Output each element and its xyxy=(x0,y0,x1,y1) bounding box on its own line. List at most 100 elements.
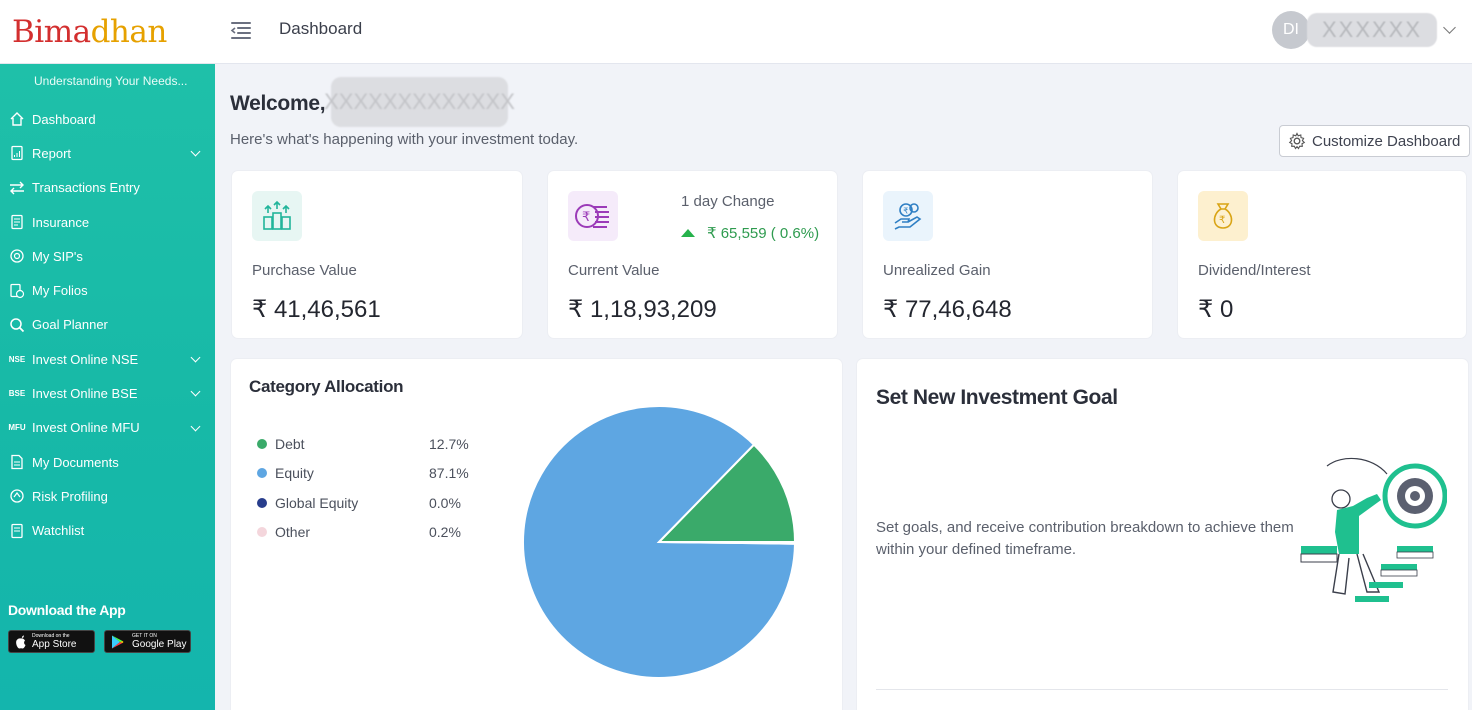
home-icon xyxy=(8,110,26,128)
chevron-down-icon[interactable] xyxy=(1443,20,1456,34)
svg-text:₹: ₹ xyxy=(903,207,908,216)
customize-dashboard-button[interactable]: Customize Dashboard xyxy=(1279,125,1470,157)
current-value-amount: ₹ 1,18,93,209 xyxy=(568,296,717,323)
unrealized-gain-amount: ₹ 77,46,648 xyxy=(883,296,1012,323)
google-play-badge[interactable]: GET IT ON Google Play xyxy=(104,630,191,653)
purchase-value-card: Purchase Value ₹ 41,46,561 xyxy=(232,171,522,338)
dividend-interest-label: Dividend/Interest xyxy=(1198,262,1311,279)
sidebar-item-invest-bse[interactable]: BSE Invest Online BSE xyxy=(0,376,215,410)
legend-label: Debt xyxy=(275,435,305,452)
current-value-label: Current Value xyxy=(568,262,660,279)
sidebar-item-label: My Documents xyxy=(32,454,119,470)
purchase-value-amount: ₹ 41,46,561 xyxy=(252,296,381,323)
unrealized-gain-card: ₹ Unrealized Gain ₹ 77,46,648 xyxy=(863,171,1152,338)
download-app-title: Download the App xyxy=(8,602,126,618)
bimadhan-logo[interactable]: Bimadhan xyxy=(12,14,167,50)
avatar[interactable]: DI xyxy=(1272,11,1310,49)
bse-icon: BSE xyxy=(8,389,26,399)
welcome-subtitle: Here's what's happening with your invest… xyxy=(230,131,579,148)
legend-item-other[interactable]: Other 0.2% xyxy=(257,518,497,548)
report-icon xyxy=(8,144,26,162)
transfer-icon xyxy=(8,179,26,197)
sidebar-item-label: Watchlist xyxy=(32,523,85,539)
sidebar-item-label: Risk Profiling xyxy=(32,488,108,504)
goal-description: Set goals, and receive contribution brea… xyxy=(876,519,1294,558)
page-title: Dashboard xyxy=(279,19,363,38)
nse-icon: NSE xyxy=(8,354,26,364)
divider xyxy=(876,689,1448,690)
sidebar-item-risk-profiling[interactable]: Risk Profiling xyxy=(0,479,215,513)
coins-icon: ₹ xyxy=(568,191,618,241)
sidebar-item-label: My Folios xyxy=(32,283,88,299)
legend-value: 0.2% xyxy=(429,524,461,541)
pie-slice-other[interactable] xyxy=(658,541,797,545)
legend-value: 12.7% xyxy=(429,435,469,452)
google-play-icon xyxy=(112,635,124,648)
pie-slice-debt[interactable] xyxy=(656,443,797,543)
app-store-small-text: Download on the xyxy=(32,633,70,639)
svg-text:₹: ₹ xyxy=(582,210,590,225)
sidebar-item-report[interactable]: Report xyxy=(0,136,215,170)
svg-text:₹: ₹ xyxy=(1219,215,1225,226)
allocation-pie-chart[interactable] xyxy=(521,404,797,680)
legend-item-debt[interactable]: Debt 12.7% xyxy=(257,429,497,459)
sidebar-item-label: Invest Online MFU xyxy=(32,420,140,436)
sip-icon xyxy=(8,247,26,265)
legend-label: Global Equity xyxy=(275,494,359,511)
goal-search-icon xyxy=(8,316,26,334)
apple-icon xyxy=(16,635,26,648)
legend-value: 87.1% xyxy=(429,465,469,482)
sidebar-nav: Dashboard Report Transactions Entry Insu… xyxy=(0,102,215,548)
hand-coins-icon: ₹ xyxy=(883,191,933,241)
sidebar-item-my-documents[interactable]: My Documents xyxy=(0,445,215,479)
watchlist-icon xyxy=(8,522,26,540)
sidebar-item-invest-nse[interactable]: NSE Invest Online NSE xyxy=(0,342,215,376)
chevron-down-icon[interactable] xyxy=(190,386,201,397)
sidebar-item-invest-mfu[interactable]: MFU Invest Online MFU xyxy=(0,411,215,445)
legend-label: Other xyxy=(275,524,311,541)
chevron-down-icon[interactable] xyxy=(190,352,201,363)
google-play-text: Google Play xyxy=(132,639,187,650)
category-allocation-card: Category Allocation Debt 12.7% Equity 87… xyxy=(231,359,842,710)
chevron-down-icon[interactable] xyxy=(190,146,201,157)
top-bar: Bimadhan Dashboard DI XXXXXX xyxy=(0,0,1472,64)
legend-item-global-equity[interactable]: Global Equity 0.0% xyxy=(257,488,497,518)
sidebar-item-dashboard[interactable]: Dashboard xyxy=(0,102,215,136)
sidebar-item-watchlist[interactable]: Watchlist xyxy=(0,514,215,548)
sidebar-item-my-folios[interactable]: My Folios xyxy=(0,273,215,307)
menu-toggle-icon[interactable] xyxy=(229,18,253,42)
sidebar-item-label: My SIP's xyxy=(32,248,83,264)
one-day-change-value: ₹ 65,559 ( 0.6%) xyxy=(681,224,819,242)
legend-label: Equity xyxy=(275,465,314,482)
pie-slice-equity[interactable] xyxy=(522,405,797,679)
sidebar-item-transactions-entry[interactable]: Transactions Entry xyxy=(0,171,215,205)
sidebar-item-goal-planner[interactable]: Goal Planner xyxy=(0,308,215,342)
legend-swatch xyxy=(257,468,267,479)
sidebar-item-label: Invest Online NSE xyxy=(32,351,139,367)
chart-title: Category Allocation xyxy=(249,377,404,396)
unrealized-gain-label: Unrealized Gain xyxy=(883,262,991,279)
folio-icon xyxy=(8,282,26,300)
insurance-icon xyxy=(8,213,26,231)
one-day-change-amount: ₹ 65,559 ( 0.6%) xyxy=(707,225,820,242)
user-menu[interactable]: DI XXXXXX xyxy=(1272,10,1456,50)
welcome-greeting: Welcome, xyxy=(230,92,326,115)
sidebar-item-label: Dashboard xyxy=(32,111,96,127)
sidebar-item-label: Goal Planner xyxy=(32,317,108,333)
sidebar-item-my-sips[interactable]: My SIP's xyxy=(0,239,215,273)
welcome-user-name: XXXXXXXXXXXXX xyxy=(324,77,515,127)
app-store-text: App Store xyxy=(32,639,77,650)
mfu-icon: MFU xyxy=(8,423,26,433)
risk-icon xyxy=(8,487,26,505)
one-day-change-label: 1 day Change xyxy=(681,193,775,210)
legend-item-equity[interactable]: Equity 87.1% xyxy=(257,459,497,489)
sidebar-item-insurance[interactable]: Insurance xyxy=(0,205,215,239)
dividend-interest-card: ₹ Dividend/Interest ₹ 0 xyxy=(1178,171,1466,338)
legend-swatch xyxy=(257,527,267,538)
legend-swatch xyxy=(257,497,267,508)
user-name[interactable]: XXXXXX xyxy=(1307,13,1437,47)
app-store-badge[interactable]: Download on the App Store xyxy=(8,630,95,653)
chevron-down-icon[interactable] xyxy=(190,421,201,432)
legend-swatch xyxy=(257,438,267,449)
money-stack-icon xyxy=(252,191,302,241)
